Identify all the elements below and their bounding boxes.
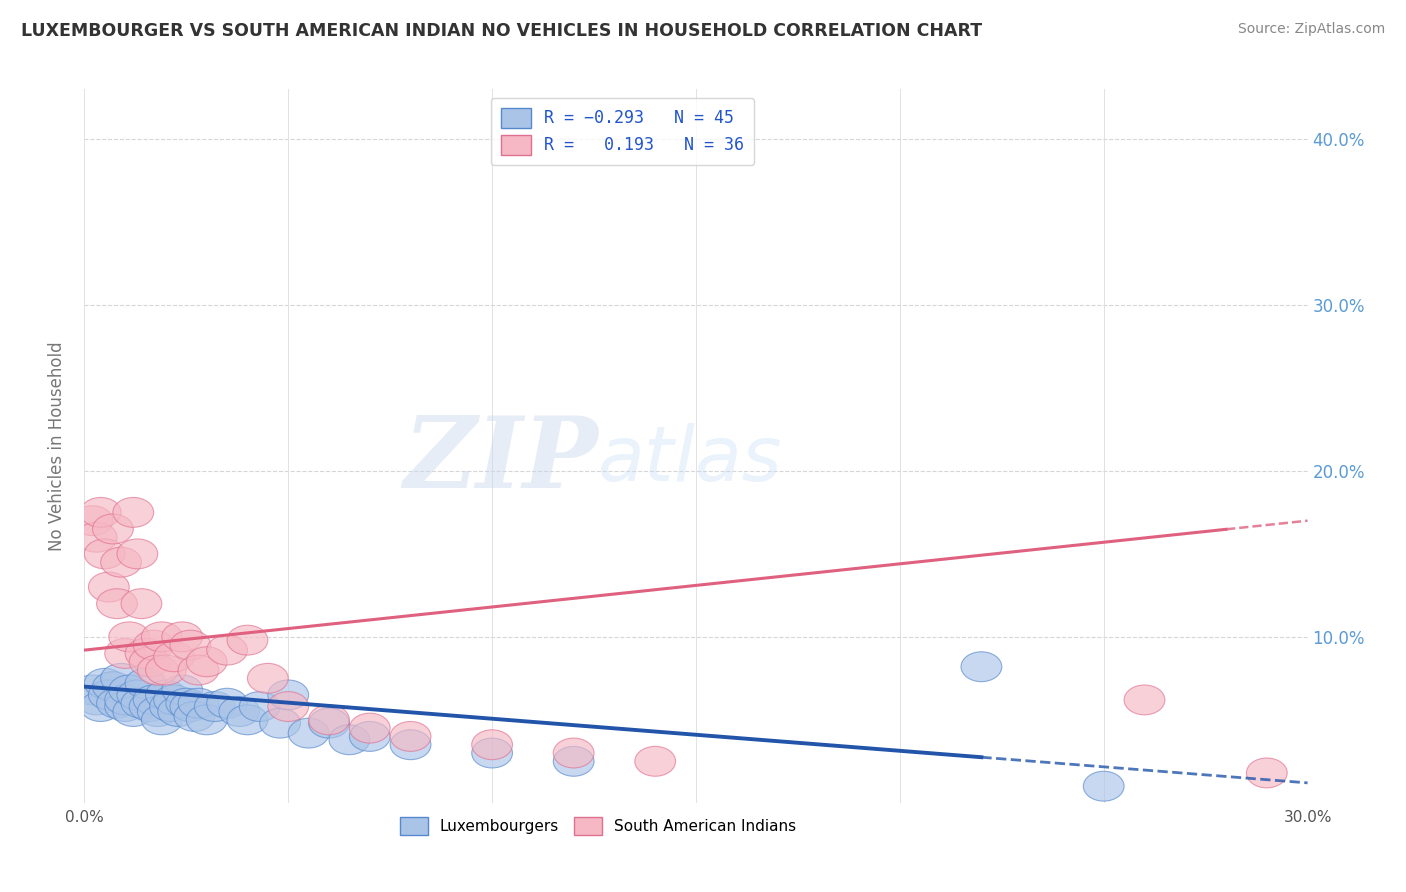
Legend: Luxembourgers, South American Indians: Luxembourgers, South American Indians xyxy=(394,811,803,841)
Ellipse shape xyxy=(76,685,117,714)
Ellipse shape xyxy=(162,675,202,705)
Ellipse shape xyxy=(93,514,134,544)
Ellipse shape xyxy=(105,685,146,714)
Ellipse shape xyxy=(89,680,129,710)
Ellipse shape xyxy=(228,625,269,655)
Ellipse shape xyxy=(72,506,112,535)
Ellipse shape xyxy=(117,680,157,710)
Text: LUXEMBOURGER VS SOUTH AMERICAN INDIAN NO VEHICLES IN HOUSEHOLD CORRELATION CHART: LUXEMBOURGER VS SOUTH AMERICAN INDIAN NO… xyxy=(21,22,983,40)
Ellipse shape xyxy=(80,498,121,527)
Ellipse shape xyxy=(72,675,112,705)
Ellipse shape xyxy=(162,622,202,652)
Ellipse shape xyxy=(142,705,183,735)
Ellipse shape xyxy=(101,547,142,577)
Ellipse shape xyxy=(153,642,194,672)
Ellipse shape xyxy=(129,647,170,677)
Text: atlas: atlas xyxy=(598,424,783,497)
Ellipse shape xyxy=(93,672,134,702)
Ellipse shape xyxy=(117,539,157,569)
Ellipse shape xyxy=(309,708,350,738)
Ellipse shape xyxy=(138,655,179,685)
Ellipse shape xyxy=(194,691,235,722)
Ellipse shape xyxy=(179,689,219,718)
Ellipse shape xyxy=(288,718,329,748)
Text: ZIP: ZIP xyxy=(404,412,598,508)
Ellipse shape xyxy=(149,691,190,722)
Ellipse shape xyxy=(269,691,309,722)
Ellipse shape xyxy=(112,697,153,726)
Ellipse shape xyxy=(121,589,162,618)
Ellipse shape xyxy=(97,689,138,718)
Ellipse shape xyxy=(84,539,125,569)
Ellipse shape xyxy=(80,691,121,722)
Y-axis label: No Vehicles in Household: No Vehicles in Household xyxy=(48,341,66,551)
Ellipse shape xyxy=(142,622,183,652)
Ellipse shape xyxy=(146,680,186,710)
Ellipse shape xyxy=(97,589,138,618)
Ellipse shape xyxy=(247,664,288,693)
Ellipse shape xyxy=(134,631,174,660)
Ellipse shape xyxy=(269,680,309,710)
Ellipse shape xyxy=(329,725,370,755)
Ellipse shape xyxy=(1247,758,1288,788)
Ellipse shape xyxy=(166,689,207,718)
Ellipse shape xyxy=(350,722,391,751)
Ellipse shape xyxy=(962,652,1002,681)
Ellipse shape xyxy=(129,691,170,722)
Ellipse shape xyxy=(207,635,247,665)
Ellipse shape xyxy=(125,668,166,698)
Ellipse shape xyxy=(636,747,676,776)
Ellipse shape xyxy=(121,689,162,718)
Ellipse shape xyxy=(157,697,198,726)
Ellipse shape xyxy=(554,747,595,776)
Ellipse shape xyxy=(174,702,215,731)
Ellipse shape xyxy=(105,639,146,668)
Ellipse shape xyxy=(84,668,125,698)
Ellipse shape xyxy=(391,730,432,760)
Ellipse shape xyxy=(391,722,432,751)
Ellipse shape xyxy=(554,738,595,768)
Ellipse shape xyxy=(309,705,350,735)
Ellipse shape xyxy=(219,697,260,726)
Ellipse shape xyxy=(1125,685,1166,714)
Ellipse shape xyxy=(186,705,228,735)
Ellipse shape xyxy=(101,664,142,693)
Ellipse shape xyxy=(138,697,179,726)
Ellipse shape xyxy=(260,708,301,738)
Ellipse shape xyxy=(170,631,211,660)
Ellipse shape xyxy=(134,685,174,714)
Ellipse shape xyxy=(153,685,194,714)
Ellipse shape xyxy=(1084,772,1125,801)
Ellipse shape xyxy=(89,572,129,602)
Ellipse shape xyxy=(112,498,153,527)
Ellipse shape xyxy=(239,691,280,722)
Ellipse shape xyxy=(207,689,247,718)
Ellipse shape xyxy=(108,622,149,652)
Ellipse shape xyxy=(76,523,117,552)
Text: Source: ZipAtlas.com: Source: ZipAtlas.com xyxy=(1237,22,1385,37)
Ellipse shape xyxy=(105,691,146,722)
Ellipse shape xyxy=(146,655,186,685)
Ellipse shape xyxy=(170,691,211,722)
Ellipse shape xyxy=(350,714,391,743)
Ellipse shape xyxy=(179,655,219,685)
Ellipse shape xyxy=(472,738,513,768)
Ellipse shape xyxy=(228,705,269,735)
Ellipse shape xyxy=(472,730,513,760)
Ellipse shape xyxy=(108,675,149,705)
Ellipse shape xyxy=(186,647,228,677)
Ellipse shape xyxy=(125,639,166,668)
